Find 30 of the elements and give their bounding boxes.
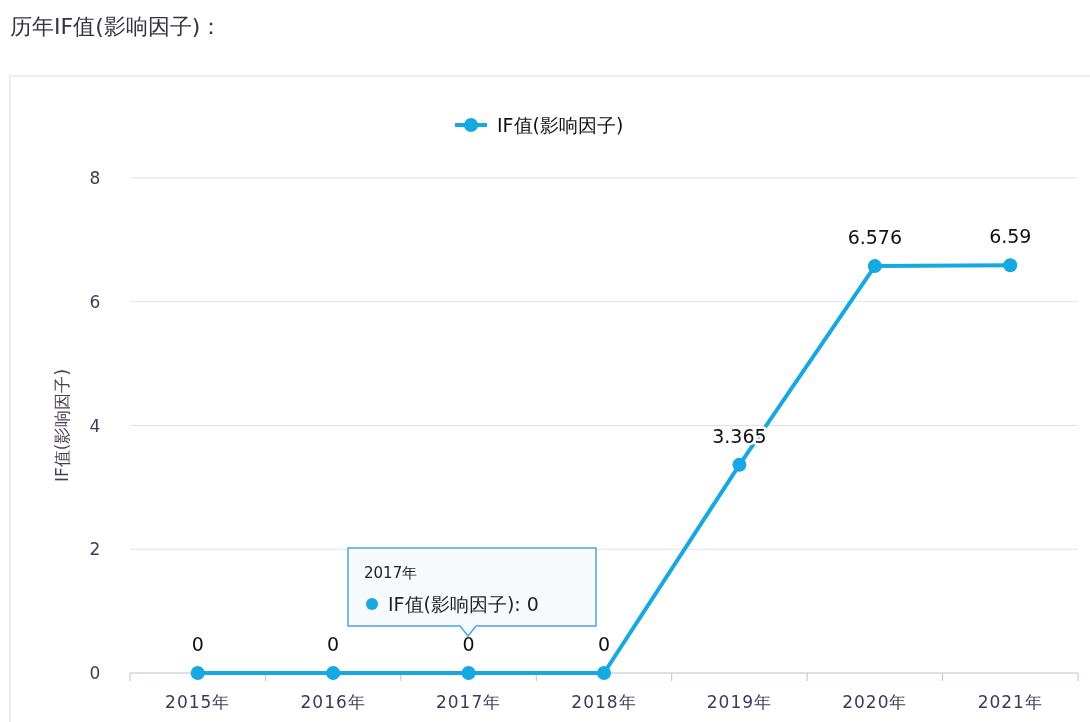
point: [867, 259, 882, 274]
point: [732, 457, 747, 472]
data-label: 6.59: [989, 225, 1032, 248]
legend-label: IF值(影响因子): [497, 114, 624, 136]
x-tick-label: 2018年: [571, 692, 637, 712]
point: [597, 666, 611, 680]
x-tick-label: 2015年: [165, 692, 231, 712]
y-tick-label: 2: [89, 539, 101, 560]
x-tick-label: 2017年: [435, 692, 502, 712]
data-label: 6.576: [847, 226, 903, 249]
y-tick-label: 0: [89, 663, 101, 683]
data-label: 0: [327, 633, 340, 655]
point: [190, 666, 205, 680]
x-tick-label: 2021年: [977, 692, 1043, 712]
x-tick-label: 2020年: [842, 692, 908, 712]
y-tick-label: 6: [89, 291, 101, 312]
annotation: 2017年 IF值(影响因子): 0: [364, 564, 539, 615]
chart-title: 历年IF值(影响因子)：: [10, 14, 223, 39]
y-tick-label: 8: [89, 168, 101, 188]
point: [326, 666, 341, 680]
point: [461, 666, 476, 680]
data-label: 0: [597, 633, 611, 655]
tooltip: 2017年 IF值(影响因子): 0: [347, 547, 597, 638]
y-axis-title: IF值(影响因子): [52, 368, 72, 483]
y-tick-label: 4: [89, 415, 101, 436]
data-label: 0: [191, 633, 204, 655]
x-tick-label: 2019年: [706, 692, 773, 712]
x-tick-label: 2016年: [300, 692, 366, 712]
legend: IF值(影响因子): [455, 114, 624, 136]
point: [1003, 258, 1018, 273]
